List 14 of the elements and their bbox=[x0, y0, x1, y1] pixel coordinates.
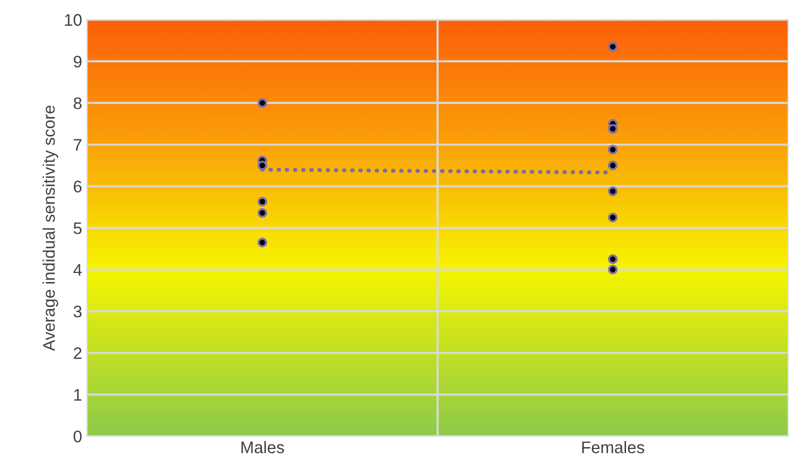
y-tick-label: 7 bbox=[74, 139, 82, 151]
y-tick-label: 9 bbox=[74, 56, 82, 68]
y-tick-label: 8 bbox=[74, 97, 82, 110]
y-tick-label: 0 bbox=[74, 430, 82, 442]
x-tick-label: Males bbox=[241, 441, 284, 454]
y-tick-label: 1 bbox=[74, 389, 82, 401]
y-tick-label: 3 bbox=[74, 306, 82, 318]
y-tick-label: 2 bbox=[74, 347, 82, 359]
y-tick-label: 5 bbox=[74, 222, 82, 234]
y-tick-label: 10 bbox=[64, 14, 82, 26]
x-tick-label: Females bbox=[582, 441, 644, 454]
y-tick-label: 4 bbox=[73, 264, 82, 276]
y-tick-label: 6 bbox=[74, 180, 82, 192]
y-axis-title: Average indidual sensitivity score bbox=[42, 106, 58, 351]
